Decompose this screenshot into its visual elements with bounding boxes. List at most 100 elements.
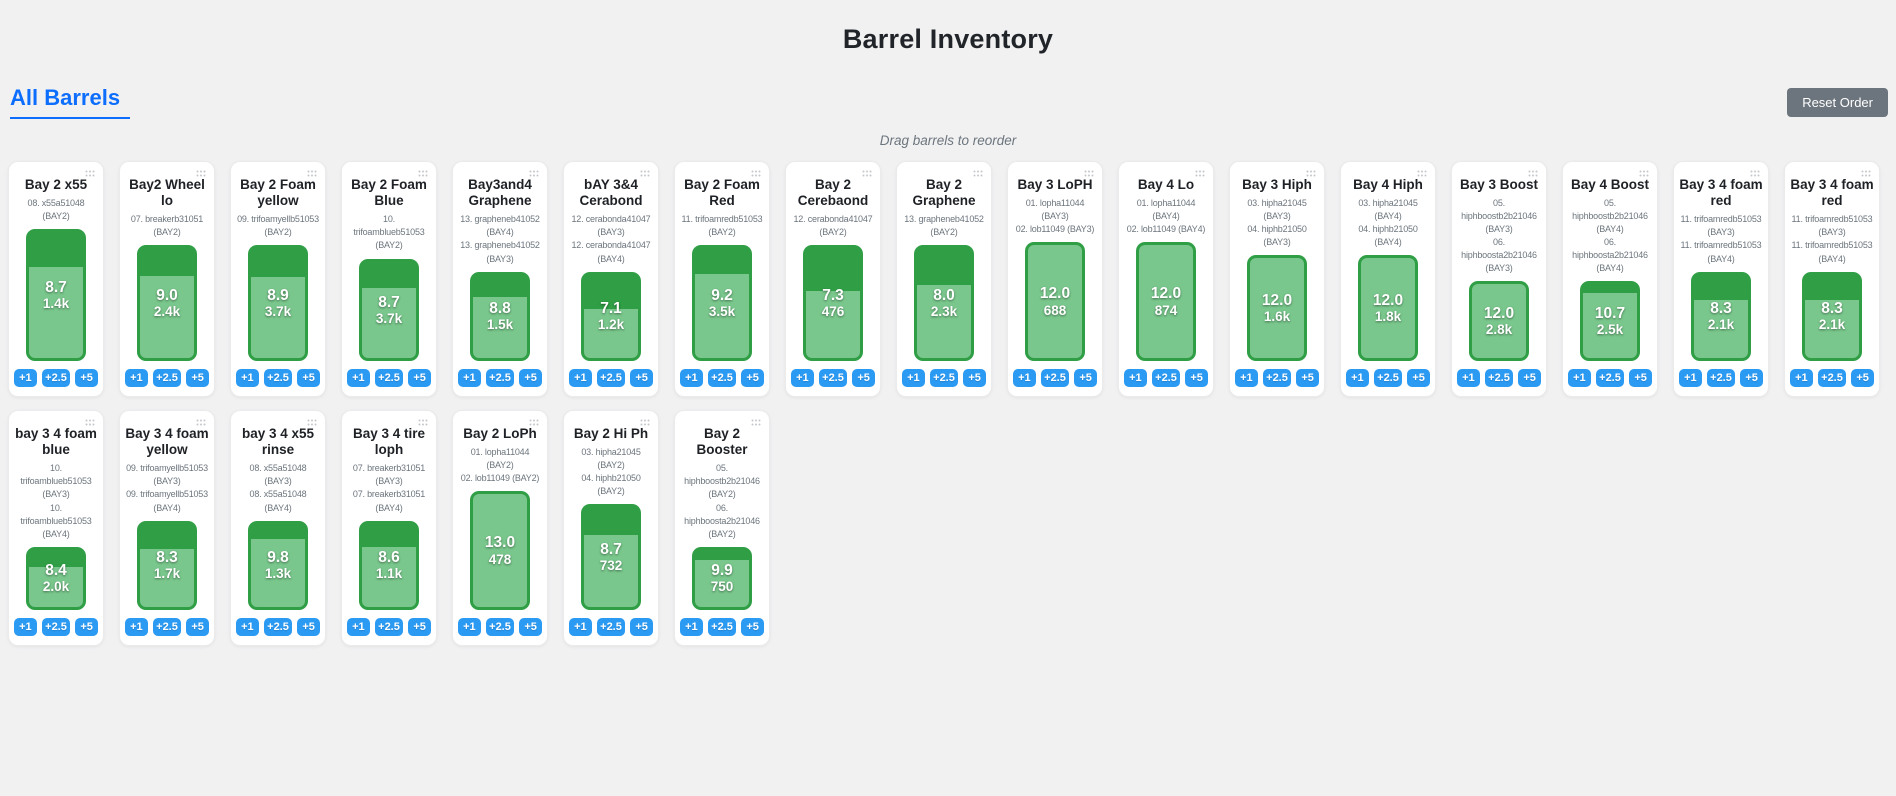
add-5-button[interactable]: +5	[1296, 369, 1319, 387]
barrel-card[interactable]: Bay 3 Boost 05. hiphboostb2b21046 (BAY3)…	[1451, 161, 1547, 397]
barrel-card[interactable]: bay 3 4 x55 rinse 08. x55a51048 (BAY3) 08…	[230, 410, 326, 646]
add-2-5-button[interactable]: +2.5	[1151, 369, 1181, 387]
add-1-button[interactable]: +1	[791, 369, 814, 387]
barrel-card[interactable]: Bay 4 Lo 01. lopha11044 (BAY4) 02. lob110…	[1118, 161, 1214, 397]
drag-handle-icon[interactable]	[418, 170, 428, 177]
add-1-button[interactable]: +1	[14, 618, 37, 636]
add-1-button[interactable]: +1	[458, 369, 481, 387]
add-1-button[interactable]: +1	[569, 618, 592, 636]
add-5-button[interactable]: +5	[1740, 369, 1763, 387]
barrel-card[interactable]: Bay3and4 Graphene 13. grapheneb41052 (BA…	[452, 161, 548, 397]
add-2-5-button[interactable]: +2.5	[1040, 369, 1070, 387]
add-2-5-button[interactable]: +2.5	[1484, 369, 1514, 387]
drag-handle-icon[interactable]	[196, 419, 206, 426]
drag-handle-icon[interactable]	[1750, 170, 1760, 177]
add-5-button[interactable]: +5	[741, 618, 764, 636]
barrel-card[interactable]: Bay 3 4 foam yellow 09. trifoamyellb5105…	[119, 410, 215, 646]
add-5-button[interactable]: +5	[297, 369, 320, 387]
add-5-button[interactable]: +5	[75, 369, 98, 387]
add-1-button[interactable]: +1	[902, 369, 925, 387]
add-1-button[interactable]: +1	[680, 369, 703, 387]
add-2-5-button[interactable]: +2.5	[41, 618, 71, 636]
drag-handle-icon[interactable]	[1861, 170, 1871, 177]
drag-handle-icon[interactable]	[196, 170, 206, 177]
add-2-5-button[interactable]: +2.5	[485, 369, 515, 387]
add-1-button[interactable]: +1	[1568, 369, 1591, 387]
barrel-card[interactable]: Bay2 Wheel lo 07. breakerb31051 (BAY2) 9…	[119, 161, 215, 397]
drag-handle-icon[interactable]	[973, 170, 983, 177]
add-5-button[interactable]: +5	[630, 369, 653, 387]
add-5-button[interactable]: +5	[75, 618, 98, 636]
add-2-5-button[interactable]: +2.5	[152, 369, 182, 387]
barrel-card[interactable]: Bay 2 Hi Ph 03. hipha21045 (BAY2) 04. hip…	[563, 410, 659, 646]
add-2-5-button[interactable]: +2.5	[707, 369, 737, 387]
add-5-button[interactable]: +5	[408, 618, 431, 636]
add-5-button[interactable]: +5	[741, 369, 764, 387]
barrel-card[interactable]: Bay 2 LoPh 01. lopha11044 (BAY2) 02. lob1…	[452, 410, 548, 646]
add-1-button[interactable]: +1	[1235, 369, 1258, 387]
drag-handle-icon[interactable]	[862, 170, 872, 177]
barrel-card[interactable]: bAY 3&4 Cerabond 12. cerabonda41047 (BAY…	[563, 161, 659, 397]
barrel-card[interactable]: Bay 2 x55 08. x55a51048 (BAY2) 8.7 1.4k …	[8, 161, 104, 397]
barrel-card[interactable]: Bay 3 LoPH 01. lopha11044 (BAY3) 02. lob1…	[1007, 161, 1103, 397]
add-1-button[interactable]: +1	[1013, 369, 1036, 387]
drag-handle-icon[interactable]	[1417, 170, 1427, 177]
add-2-5-button[interactable]: +2.5	[263, 369, 293, 387]
add-1-button[interactable]: +1	[236, 369, 259, 387]
add-1-button[interactable]: +1	[1679, 369, 1702, 387]
drag-handle-icon[interactable]	[307, 170, 317, 177]
drag-handle-icon[interactable]	[1084, 170, 1094, 177]
add-1-button[interactable]: +1	[1346, 369, 1369, 387]
add-5-button[interactable]: +5	[186, 369, 209, 387]
drag-handle-icon[interactable]	[1306, 170, 1316, 177]
add-2-5-button[interactable]: +2.5	[152, 618, 182, 636]
add-5-button[interactable]: +5	[297, 618, 320, 636]
barrel-card[interactable]: Bay 2 Cerebaond 12. cerabonda41047 (BAY2…	[785, 161, 881, 397]
add-1-button[interactable]: +1	[236, 618, 259, 636]
add-2-5-button[interactable]: +2.5	[374, 369, 404, 387]
add-5-button[interactable]: +5	[1407, 369, 1430, 387]
add-5-button[interactable]: +5	[630, 618, 653, 636]
add-1-button[interactable]: +1	[347, 369, 370, 387]
drag-handle-icon[interactable]	[751, 419, 761, 426]
add-2-5-button[interactable]: +2.5	[41, 369, 71, 387]
add-2-5-button[interactable]: +2.5	[263, 618, 293, 636]
add-2-5-button[interactable]: +2.5	[1595, 369, 1625, 387]
drag-handle-icon[interactable]	[418, 419, 428, 426]
barrel-card[interactable]: Bay 4 Boost 05. hiphboostb2b21046 (BAY4)…	[1562, 161, 1658, 397]
barrel-card[interactable]: Bay 3 4 foam red 11. trifoamredb51053 (B…	[1673, 161, 1769, 397]
add-5-button[interactable]: +5	[1518, 369, 1541, 387]
barrel-card[interactable]: Bay 3 4 foam red 11. trifoamredb51053 (B…	[1784, 161, 1880, 397]
drag-handle-icon[interactable]	[751, 170, 761, 177]
add-2-5-button[interactable]: +2.5	[596, 369, 626, 387]
drag-handle-icon[interactable]	[640, 419, 650, 426]
barrel-card[interactable]: Bay 2 Foam Red 11. trifoamredb51053 (BAY…	[674, 161, 770, 397]
add-1-button[interactable]: +1	[1457, 369, 1480, 387]
add-1-button[interactable]: +1	[125, 369, 148, 387]
add-2-5-button[interactable]: +2.5	[485, 618, 515, 636]
add-5-button[interactable]: +5	[1185, 369, 1208, 387]
drag-handle-icon[interactable]	[85, 419, 95, 426]
barrel-card[interactable]: bay 3 4 foam blue 10. trifoamblueb51053 …	[8, 410, 104, 646]
add-2-5-button[interactable]: +2.5	[818, 369, 848, 387]
add-1-button[interactable]: +1	[14, 369, 37, 387]
barrel-card[interactable]: Bay 3 Hiph 03. hipha21045 (BAY3) 04. hiph…	[1229, 161, 1325, 397]
barrel-card[interactable]: Bay 2 Foam Blue 10. trifoamblueb51053 (B…	[341, 161, 437, 397]
add-5-button[interactable]: +5	[519, 369, 542, 387]
drag-handle-icon[interactable]	[85, 170, 95, 177]
all-barrels-link[interactable]: All Barrels	[10, 85, 131, 119]
add-2-5-button[interactable]: +2.5	[929, 369, 959, 387]
barrel-card[interactable]: Bay 2 Foam yellow 09. trifoamyellb51053 …	[230, 161, 326, 397]
drag-handle-icon[interactable]	[1195, 170, 1205, 177]
add-5-button[interactable]: +5	[1629, 369, 1652, 387]
add-2-5-button[interactable]: +2.5	[1373, 369, 1403, 387]
barrel-card[interactable]: Bay 3 4 tire loph 07. breakerb31051 (BAY…	[341, 410, 437, 646]
add-2-5-button[interactable]: +2.5	[374, 618, 404, 636]
reset-order-button[interactable]: Reset Order	[1787, 87, 1888, 117]
drag-handle-icon[interactable]	[307, 419, 317, 426]
add-1-button[interactable]: +1	[569, 369, 592, 387]
add-1-button[interactable]: +1	[1124, 369, 1147, 387]
add-5-button[interactable]: +5	[852, 369, 875, 387]
add-2-5-button[interactable]: +2.5	[707, 618, 737, 636]
add-1-button[interactable]: +1	[1790, 369, 1813, 387]
